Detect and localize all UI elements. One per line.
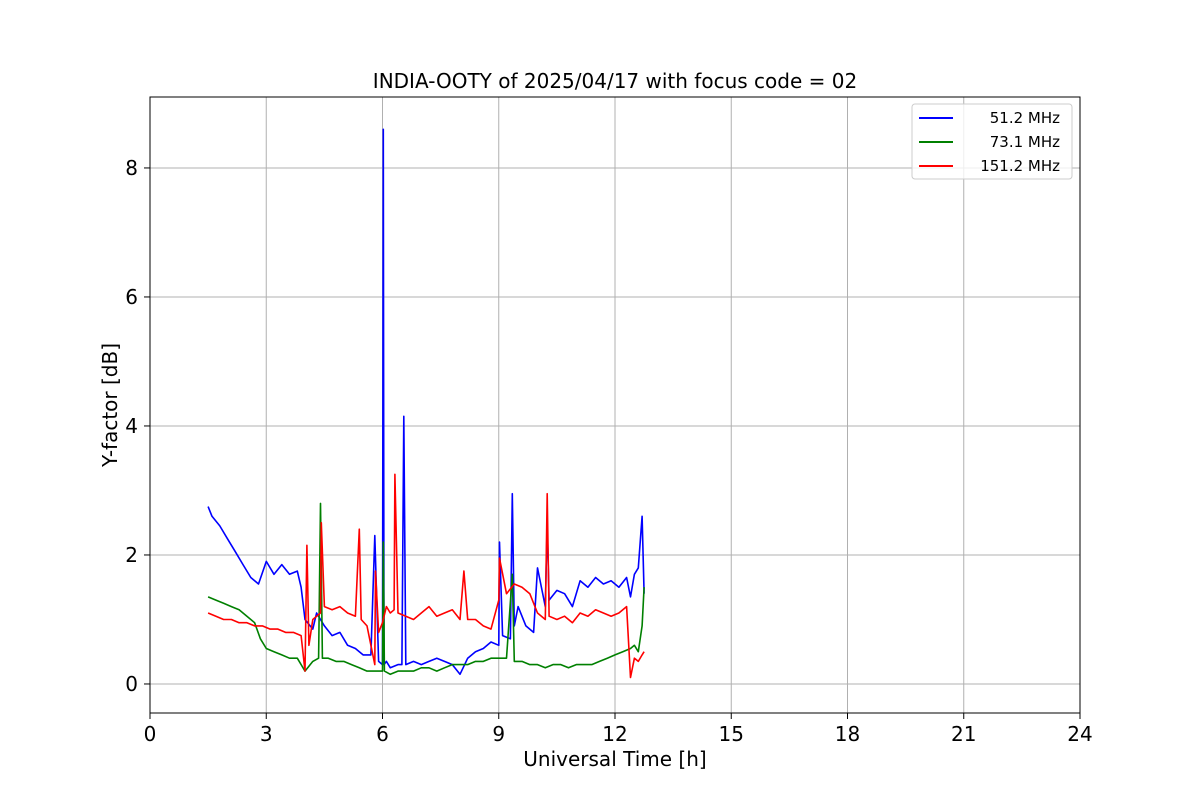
x-axis-label: Universal Time [h] [523,747,706,771]
y-tick-label: 6 [125,285,138,309]
x-tick-label: 18 [835,722,860,746]
series-line-2 [207,473,645,679]
y-tick-label: 0 [125,672,138,696]
legend-box [911,103,1073,180]
x-tick-label: 9 [492,722,505,746]
x-tick-label: 15 [719,722,744,746]
y-axis-ticks: 0 2 4 6 8 [125,156,150,696]
x-tick-label: 24 [1067,722,1092,746]
y-tick-label: 2 [125,543,138,567]
y-axis-label: Y-factor [dB] [98,343,122,468]
y-tick-label: 8 [125,156,138,180]
x-tick-label: 3 [260,722,273,746]
series-layer [207,128,645,679]
series-line-0 [207,128,645,676]
x-tick-label: 6 [376,722,389,746]
legend-label-0: 51.2 MHz [990,109,1060,127]
x-axis-ticks: 0 3 6 9 12 15 18 21 24 [144,713,1093,746]
series-line-1 [207,502,645,676]
x-tick-label: 0 [144,722,157,746]
x-tick-label: 12 [602,722,627,746]
y-tick-label: 4 [125,414,138,438]
x-tick-label: 21 [951,722,976,746]
legend-label-1: 73.1 MHz [990,133,1060,151]
legend: 51.2 MHz 73.1 MHz 151.2 MHz [911,103,1073,180]
chart-title: INDIA-OOTY of 2025/04/17 with focus code… [373,69,857,93]
legend-label-2: 151.2 MHz [980,157,1060,175]
